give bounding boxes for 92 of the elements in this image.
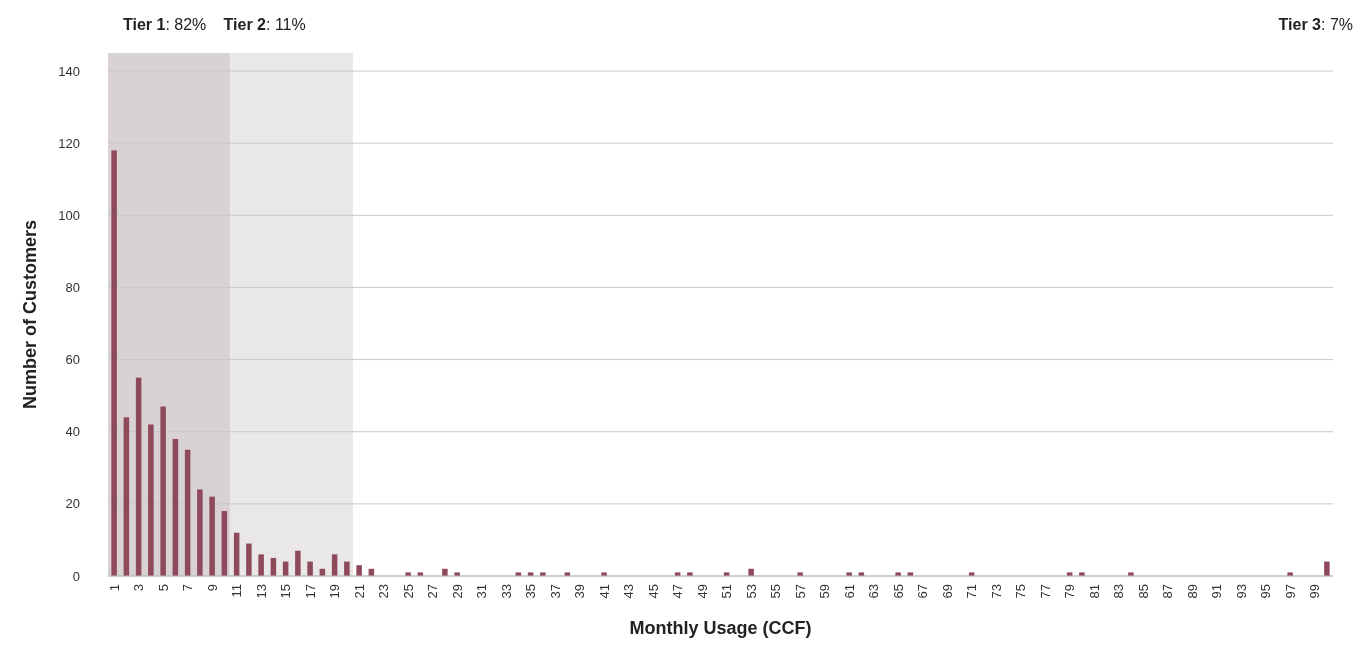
x-tick-label: 27 [425,584,441,599]
y-tick-label: 120 [58,135,80,151]
x-tick-label: 99 [1307,584,1323,599]
bar [1287,572,1293,576]
x-tick-label: 47 [670,584,686,599]
x-tick-label: 9 [204,584,220,592]
x-tick-label: 3 [131,584,147,592]
x-tick-label: 79 [1062,584,1078,599]
x-tick-label: 57 [792,584,808,599]
bar [687,572,693,576]
x-tick-label: 17 [302,584,318,599]
y-tick-label: 140 [58,63,80,79]
bar [846,572,852,576]
x-tick-label: 39 [572,584,588,599]
x-tick-label: 53 [743,584,759,599]
x-tick-label: 89 [1184,584,1200,599]
bar [454,572,460,576]
bar [540,572,546,576]
bar [111,150,117,576]
bar [356,565,362,576]
x-tick-label: 59 [817,584,833,599]
bar [442,568,448,576]
x-tick-label: 11 [229,584,245,598]
x-tick-label: 75 [1013,584,1029,599]
y-tick-label: 80 [65,280,80,295]
bar [1128,572,1134,576]
bar [295,550,301,576]
bar [209,496,215,576]
x-tick-label: 95 [1258,584,1274,599]
x-tick-label: 81 [1086,584,1102,599]
x-tick-label: 73 [988,584,1004,599]
x-tick-label: 77 [1037,584,1053,599]
x-tick-label: 49 [694,584,710,599]
bar [172,438,179,576]
x-tick-label: 41 [596,584,612,599]
y-tick-label: 60 [65,352,80,368]
bar [123,417,130,576]
x-tick-label: 29 [449,584,465,599]
x-tick-label: 93 [1233,584,1249,599]
bar [1324,561,1330,576]
x-tick-label: 91 [1209,584,1225,599]
x-tick-label: 21 [351,584,367,599]
bar [258,554,264,576]
x-tick-label: 37 [547,584,563,599]
text: Tier 3: 7% [1278,16,1353,33]
x-tick-label: 15 [278,584,294,599]
y-tick-label: 0 [72,568,80,584]
x-tick-label: 1 [106,584,122,592]
x-tick-label: 55 [768,584,784,599]
x-tick-label: 7 [180,584,196,592]
x-tick-label: 87 [1160,584,1176,599]
x-tick-label: 71 [964,584,980,599]
bar [307,561,313,576]
x-tick-label: 51 [719,584,735,599]
bar [601,572,607,576]
bar [148,424,154,576]
x-tick-label: 31 [474,584,490,599]
x-tick-label: 23 [376,584,392,599]
bar [135,377,142,576]
x-tick-label: 83 [1111,584,1127,599]
x-tick-label: 35 [523,584,539,599]
bar [1079,572,1085,576]
x-axis-title: Monthly Usage (CCF) [629,618,812,638]
y-tick-label: 40 [65,424,80,440]
x-tick-label: 33 [498,584,514,599]
x-tick-label: 25 [400,584,416,599]
x-tick-label: 43 [621,584,637,599]
bar [895,572,901,576]
x-tick-label: 45 [645,584,661,599]
x-tick-label: 85 [1135,584,1151,599]
bar [184,449,191,576]
bar [405,572,411,576]
bar [748,568,754,576]
x-tick-label: 69 [939,584,955,599]
x-tick-label: 5 [155,584,171,592]
x-tick-label: 13 [253,584,269,599]
x-tick-label: 19 [327,584,343,599]
text: Tier 2: 11% [223,16,306,33]
x-tick-label: 61 [841,584,857,599]
y-axis-title: Number of Customers [20,219,40,410]
bar [344,561,350,576]
y-tick-label: 100 [58,207,80,223]
text: Tier 1: 82% [123,16,207,33]
x-tick-label: 67 [915,584,931,599]
y-tick-label: 20 [65,496,80,512]
bar [797,572,803,576]
bar [246,543,252,576]
x-tick-label: 65 [890,584,906,599]
x-tick-label: 63 [866,584,882,599]
bar [160,406,166,576]
bar [197,489,203,576]
x-tick-label: 97 [1282,584,1298,599]
